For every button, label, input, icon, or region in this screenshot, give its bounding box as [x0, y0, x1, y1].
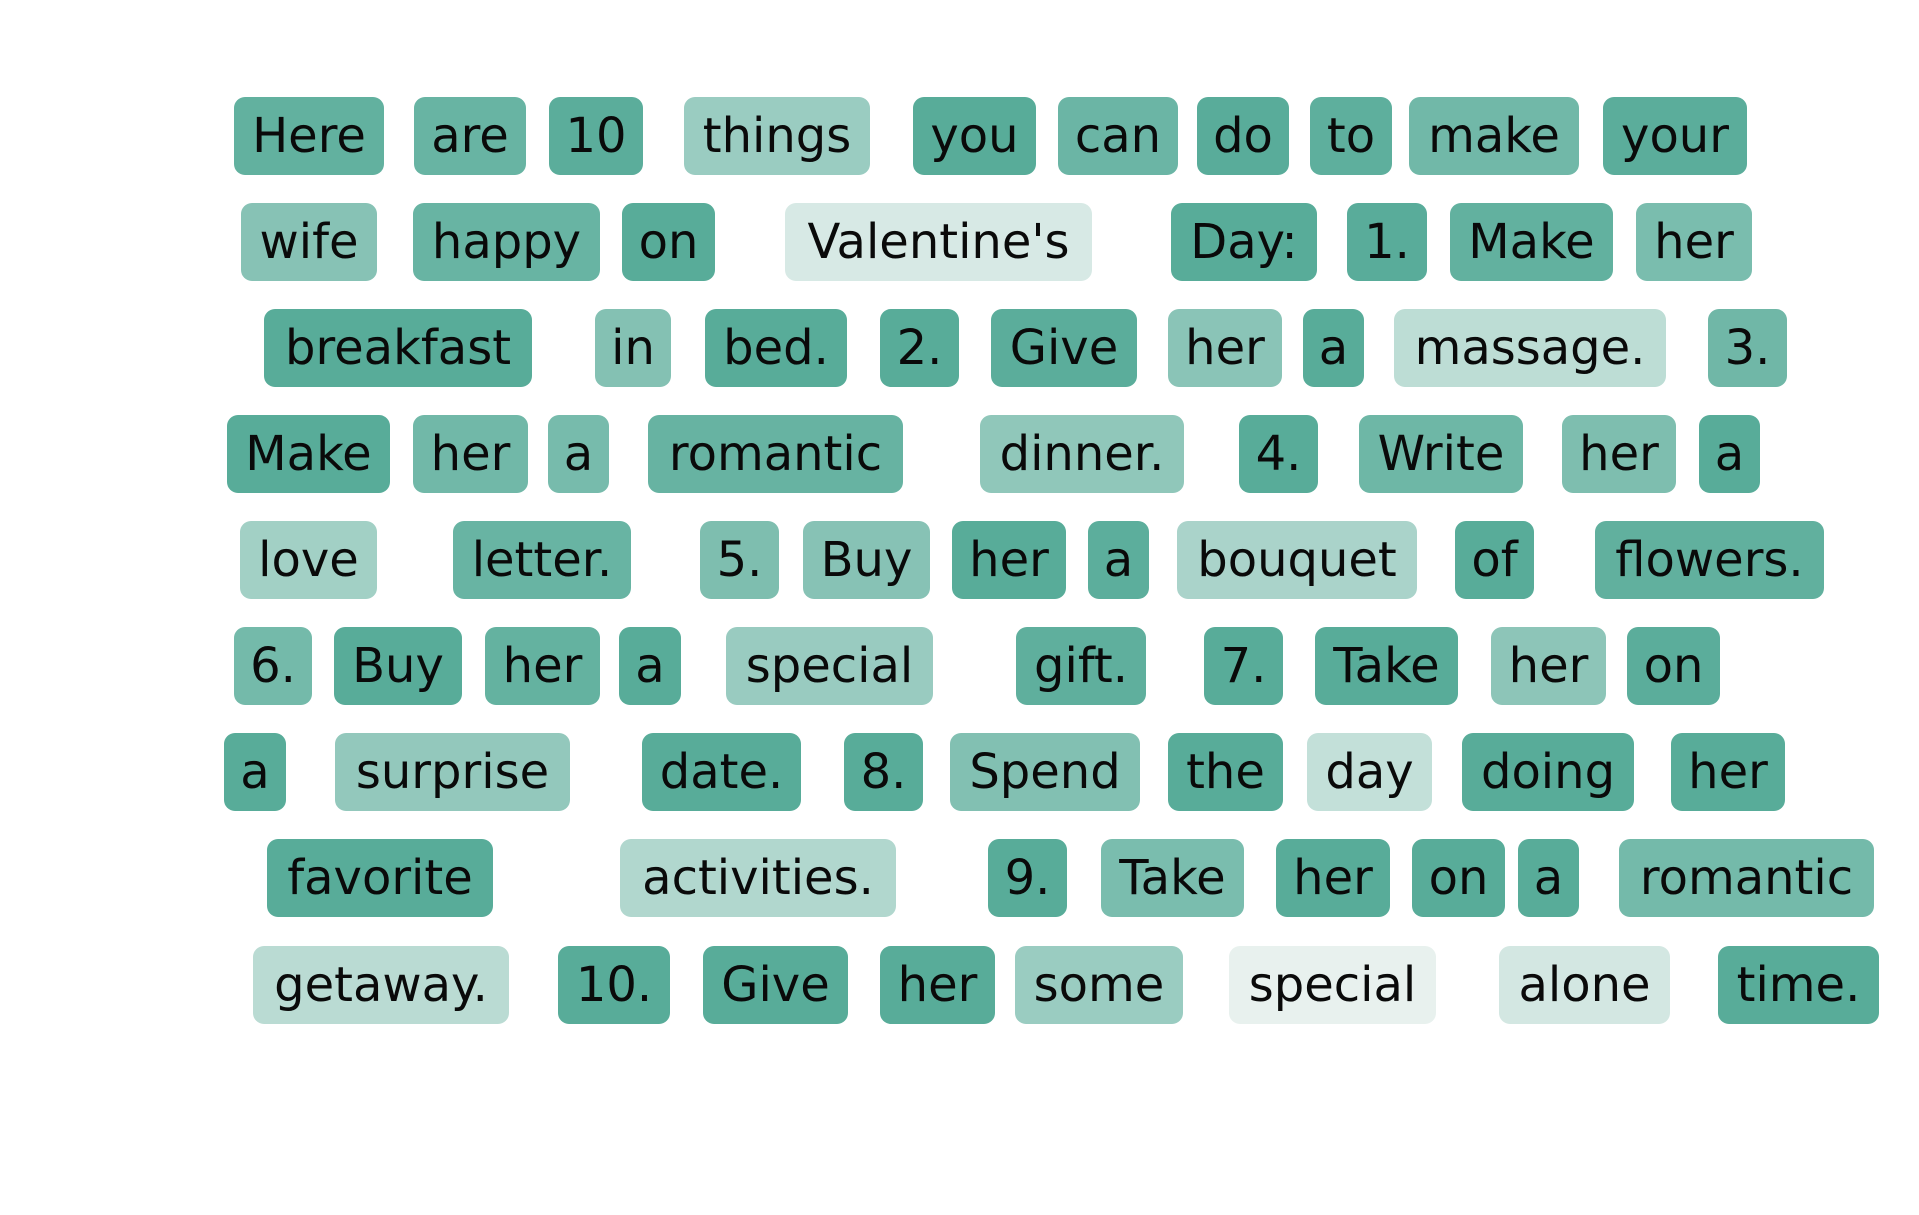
- token-chip: dinner.: [980, 415, 1184, 493]
- token-row: Here are 10 things you can do to make your: [0, 97, 1919, 175]
- token-chip: 6.: [234, 627, 312, 705]
- token-chip: bed.: [705, 309, 847, 387]
- token-chip: her: [1562, 415, 1676, 493]
- token-chip: 2.: [880, 309, 959, 387]
- token-chip: Make: [227, 415, 390, 493]
- token-chip: bouquet: [1177, 521, 1417, 599]
- token-chip: a: [1088, 521, 1149, 599]
- token-chip: Make: [1450, 203, 1613, 281]
- token-chip: Give: [703, 946, 848, 1024]
- token-chip: activities.: [620, 839, 896, 917]
- token-chip: your: [1603, 97, 1747, 175]
- token-row: getaway. 10. Give her some special alone time.: [0, 946, 1919, 1024]
- token-chip: Day:: [1171, 203, 1317, 281]
- token-chip: her: [1168, 309, 1282, 387]
- token-chip: 3.: [1708, 309, 1787, 387]
- token-row: 6. Buy her a special gift. 7. Take her on: [0, 627, 1919, 705]
- token-chip: can: [1058, 97, 1178, 175]
- token-chip: in: [595, 309, 671, 387]
- token-row: a surprise date. 8. Spend the day doing her: [0, 733, 1919, 811]
- token-chip: date.: [642, 733, 801, 811]
- token-row: favorite activities. 9. Take her on a romantic: [0, 839, 1919, 917]
- token-chip: happy: [413, 203, 600, 281]
- token-chip: her: [413, 415, 528, 493]
- token-chip: to: [1310, 97, 1392, 175]
- token-chip: surprise: [335, 733, 570, 811]
- token-chip: her: [1636, 203, 1752, 281]
- token-chip: gift.: [1016, 627, 1146, 705]
- token-chip: getaway.: [253, 946, 509, 1024]
- token-chip: her: [1276, 839, 1390, 917]
- token-chip: Take: [1315, 627, 1458, 705]
- token-chip: on: [622, 203, 715, 281]
- token-chip: 4.: [1239, 415, 1318, 493]
- token-chip: 7.: [1204, 627, 1283, 705]
- token-chip: a: [1303, 309, 1364, 387]
- token-chip: of: [1455, 521, 1534, 599]
- token-chip: on: [1412, 839, 1505, 917]
- token-chip: her: [880, 946, 995, 1024]
- token-chip: the: [1168, 733, 1283, 811]
- token-chip: you: [913, 97, 1036, 175]
- token-chip: a: [1518, 839, 1579, 917]
- token-chip: Give: [991, 309, 1137, 387]
- token-chip: 9.: [988, 839, 1067, 917]
- token-row: breakfast in bed. 2. Give her a massage. 3.: [0, 309, 1919, 387]
- token-chip: Buy: [803, 521, 930, 599]
- token-chip: a: [548, 415, 609, 493]
- token-chip: on: [1627, 627, 1720, 705]
- token-chip: Buy: [334, 627, 462, 705]
- token-chip: things: [684, 97, 870, 175]
- token-chip: special: [726, 627, 933, 705]
- token-chip: her: [1491, 627, 1606, 705]
- token-chip: breakfast: [264, 309, 532, 387]
- token-chip: Here: [234, 97, 384, 175]
- token-chip: a: [224, 733, 286, 811]
- token-chip: alone: [1499, 946, 1670, 1024]
- token-chip: her: [952, 521, 1066, 599]
- token-chip: day: [1307, 733, 1432, 811]
- token-chip: love: [240, 521, 377, 599]
- token-chip: Spend: [950, 733, 1140, 811]
- token-chip: Write: [1359, 415, 1523, 493]
- token-chip: doing: [1462, 733, 1634, 811]
- token-chip: romantic: [1619, 839, 1874, 917]
- token-chip: wife: [241, 203, 377, 281]
- token-chip: do: [1197, 97, 1289, 175]
- token-chip: favorite: [267, 839, 493, 917]
- token-chip: a: [619, 627, 681, 705]
- token-chip: romantic: [648, 415, 903, 493]
- token-chip: Take: [1101, 839, 1244, 917]
- token-chip: 8.: [844, 733, 923, 811]
- token-chip: 10: [549, 97, 643, 175]
- token-chip: some: [1015, 946, 1183, 1024]
- token-chip: make: [1409, 97, 1579, 175]
- token-chip: her: [485, 627, 600, 705]
- token-chip: 1.: [1347, 203, 1427, 281]
- token-chip: 5.: [700, 521, 779, 599]
- token-chip: massage.: [1394, 309, 1666, 387]
- token-chip: are: [414, 97, 526, 175]
- token-chip: special: [1229, 946, 1436, 1024]
- token-chip: 10.: [558, 946, 670, 1024]
- token-row: wife happy on Valentine's Day: 1. Make her: [0, 203, 1919, 281]
- token-chip: time.: [1718, 946, 1879, 1024]
- token-row: love letter. 5. Buy her a bouquet of flowers.: [0, 521, 1919, 599]
- token-chip: her: [1671, 733, 1785, 811]
- token-chip: letter.: [453, 521, 631, 599]
- token-chip: flowers.: [1595, 521, 1824, 599]
- token-chip: Valentine's: [785, 203, 1092, 281]
- token-row: Make her a romantic dinner. 4. Write her a: [0, 415, 1919, 493]
- token-chip: a: [1699, 415, 1760, 493]
